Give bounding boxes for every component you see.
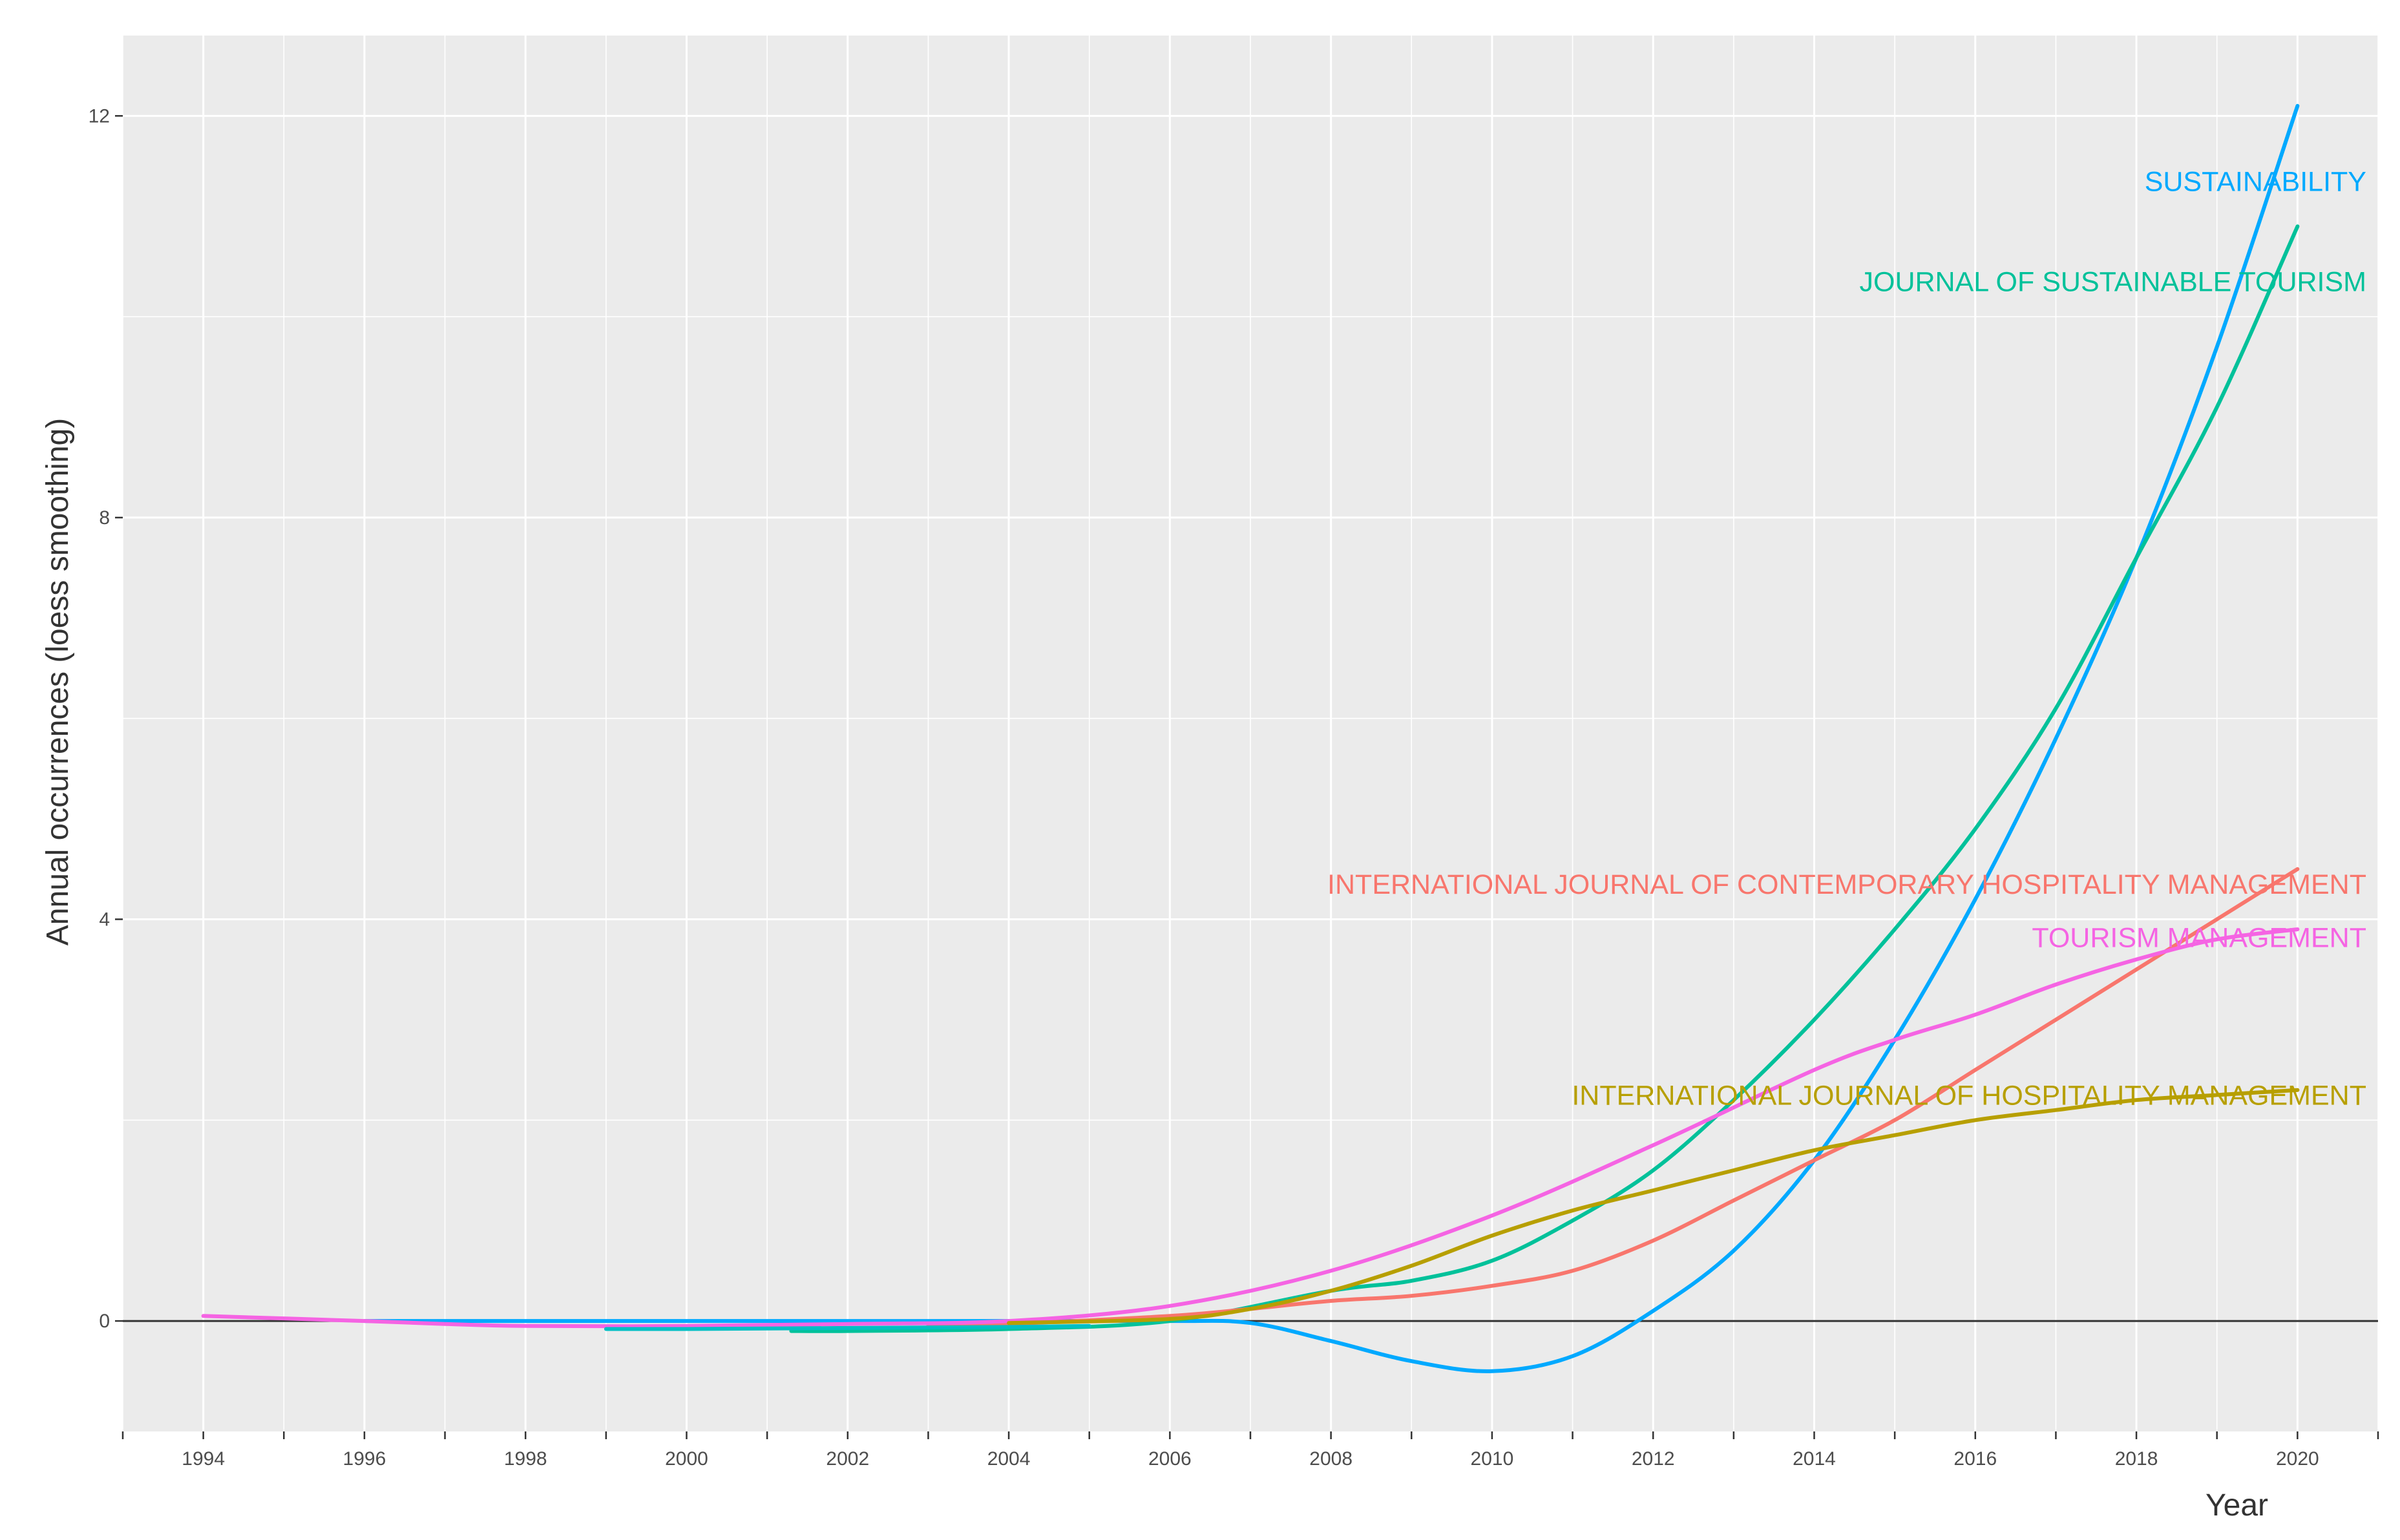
x-tick-label: 1996 [343, 1448, 386, 1470]
x-axis-title: Year [2205, 1488, 2268, 1523]
x-tick-label: 2002 [826, 1448, 869, 1470]
x-tick-label: 2004 [987, 1448, 1031, 1470]
x-tick-label: 2000 [665, 1448, 708, 1470]
x-tick-label: 2006 [1148, 1448, 1192, 1470]
x-tick-label: 1994 [182, 1448, 225, 1470]
series-label: INTERNATIONAL JOURNAL OF HOSPITALITY MAN… [1572, 1080, 2366, 1111]
series-label: SUSTAINABILITY [2145, 166, 2366, 197]
y-tick-label: 12 [89, 105, 110, 127]
series-line-sustainability [362, 103, 2300, 1373]
x-axis: 1994 1996 1998 2000 2002 2004 2006 2008 2010 2012… [121, 1431, 2379, 1470]
series-labels: SUSTAINABILITY JOURNAL OF SUSTAINABLE TOU… [1327, 166, 2366, 1111]
x-tick-label: 2010 [1471, 1448, 1514, 1470]
series-line-tourism-management [201, 927, 2300, 1329]
x-tick-label: 2008 [1309, 1448, 1353, 1470]
series-line-journal-of-sustainable-tourism [789, 224, 2300, 1333]
y-tick-label: 0 [99, 1311, 110, 1332]
x-tick-label: 2012 [1632, 1448, 1675, 1470]
y-tick-label: 4 [99, 909, 110, 930]
x-tick-label: 1998 [504, 1448, 547, 1470]
y-axis: 0 4 8 12 [89, 105, 123, 1332]
series-label: INTERNATIONAL JOURNAL OF CONTEMPORARY HO… [1327, 869, 2366, 900]
x-tick-label: 2018 [2115, 1448, 2158, 1470]
grid-minor [122, 36, 2379, 1431]
series-line-international-journal-of-contemporary-hospitality-management [926, 867, 2300, 1328]
x-tick-label: 2016 [1953, 1448, 1997, 1470]
series-line-other-blue-green-baseline-segment [604, 1324, 1091, 1331]
series-line-international-journal-of-hospitality-management [1007, 1088, 2300, 1325]
series-label: JOURNAL OF SUSTAINABLE TOURISM [1860, 267, 2367, 298]
x-tick-label: 2020 [2276, 1448, 2319, 1470]
y-axis-title: Annual occurrences (loess smoothing) [41, 418, 75, 945]
y-tick-label: 8 [99, 507, 110, 529]
series-label: TOURISM MANAGEMENT [2032, 922, 2366, 953]
x-tick-label: 2014 [1793, 1448, 1836, 1470]
series-lines [201, 103, 2300, 1373]
